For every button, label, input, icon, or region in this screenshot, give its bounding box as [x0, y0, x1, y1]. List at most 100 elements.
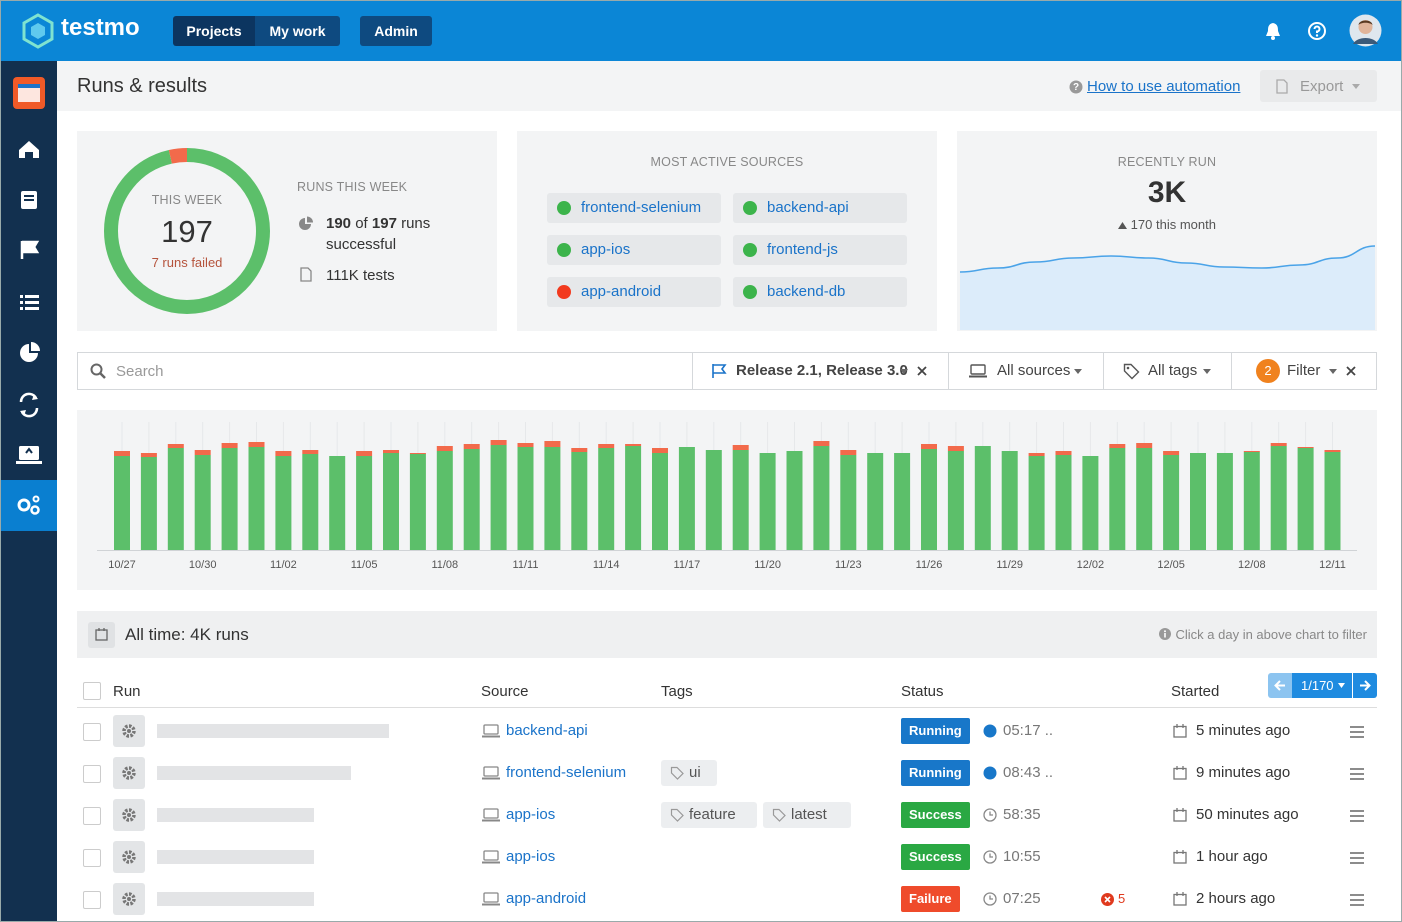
bar-segment — [1297, 447, 1314, 448]
bar-segment — [463, 449, 480, 550]
bar-segment — [167, 448, 184, 550]
nav-button[interactable]: Projects — [173, 16, 255, 46]
bar-segment — [114, 456, 130, 550]
page-label: 1/170 — [1301, 678, 1334, 693]
source-pill[interactable]: backend-api — [733, 193, 907, 223]
duration: 05:17 .. — [1003, 722, 1054, 739]
source-link[interactable]: app-ios — [506, 848, 556, 865]
row-checkbox[interactable] — [83, 807, 101, 825]
source-pill[interactable]: frontend-js — [733, 235, 907, 265]
source-name: backend-db — [767, 283, 846, 300]
row-menu[interactable] — [1350, 893, 1364, 906]
source-link[interactable]: app-ios — [506, 806, 556, 823]
bar-segment — [947, 446, 964, 451]
export-button[interactable]: Export — [1260, 70, 1377, 102]
help-link[interactable]: How to use automation — [1087, 78, 1241, 95]
logo-icon — [22, 13, 54, 49]
tags-filter[interactable]: All tags — [1103, 352, 1232, 390]
tag-pill: latest — [763, 802, 851, 828]
row-menu[interactable] — [1350, 725, 1364, 738]
more-filter[interactable]: 2 Filter — [1231, 352, 1377, 390]
row-menu[interactable] — [1350, 851, 1364, 864]
bar-segment — [625, 446, 642, 550]
avatar[interactable] — [1349, 14, 1382, 47]
caret — [1329, 369, 1337, 374]
tag-pill: ui — [661, 760, 717, 786]
bar-segment — [221, 443, 238, 448]
source-link[interactable]: frontend-selenium — [506, 764, 627, 781]
bar-segment — [571, 448, 588, 452]
bar-segment — [705, 450, 722, 550]
row-menu[interactable] — [1350, 767, 1364, 780]
source-pill[interactable]: app-ios — [547, 235, 721, 265]
source-icon-svg — [482, 808, 500, 822]
chart-panel — [77, 410, 1377, 590]
calendar-icon — [1173, 766, 1187, 780]
bar-segment — [275, 456, 292, 550]
bar-segment — [1028, 456, 1045, 550]
prev-page[interactable] — [1268, 673, 1292, 698]
row-checkbox[interactable] — [83, 849, 101, 867]
bar-segment — [544, 447, 561, 550]
bar-segment — [652, 453, 668, 550]
header-rule — [77, 707, 1377, 708]
help-icon[interactable] — [1307, 21, 1327, 41]
source-icon — [482, 850, 500, 864]
clock-icon — [983, 808, 997, 822]
nav-button[interactable]: My work — [255, 16, 340, 46]
select-all[interactable] — [83, 682, 101, 700]
row-menu[interactable] — [1350, 809, 1364, 822]
search-input[interactable]: Search — [116, 363, 164, 380]
row-checkbox[interactable] — [83, 891, 101, 909]
bar-segment — [894, 453, 911, 550]
nav-button[interactable]: Admin — [360, 16, 432, 46]
run-icon — [113, 841, 145, 873]
x-tick-label: 11/20 — [754, 559, 781, 571]
clear-icon[interactable] — [1346, 366, 1356, 376]
tag-icon — [670, 808, 684, 822]
error-x — [1101, 893, 1114, 906]
clear-icon[interactable] — [917, 366, 927, 376]
source-link[interactable]: app-android — [506, 890, 587, 907]
started: 9 minutes ago — [1196, 764, 1291, 781]
calendar-button[interactable] — [88, 622, 115, 648]
run-icon — [113, 757, 145, 789]
calendar-icon — [95, 628, 108, 641]
bar-chart: 10/27 10/30 11/02 11/05 11/08 11/11 11/14 11/17… — [97, 422, 1357, 571]
bar-segment — [1297, 448, 1314, 550]
page-select[interactable]: 1/170 — [1292, 673, 1352, 698]
bar-segment — [436, 446, 453, 451]
file-icon — [300, 267, 312, 282]
row-checkbox[interactable] — [83, 723, 101, 741]
bar-segment — [1055, 451, 1072, 455]
source-pill[interactable]: app-android — [547, 277, 721, 307]
recent-value: 3K — [1147, 176, 1187, 209]
run-name-placeholder — [157, 766, 351, 780]
calendar-icon — [1173, 808, 1187, 822]
release-filter[interactable]: Release 2.1, Release 3.0 — [692, 352, 949, 390]
bar-segment — [974, 446, 991, 550]
filter-label: Filter — [1287, 362, 1321, 379]
bell-icon[interactable] — [1263, 21, 1283, 41]
duration: 08:43 .. — [1003, 764, 1054, 781]
chart-hint-text: Click a day in above chart to filter — [1175, 627, 1367, 642]
source-link[interactable]: backend-api — [506, 722, 588, 739]
run-name-placeholder — [157, 850, 314, 864]
recent-change-text: 170 this month — [1130, 217, 1216, 232]
of: of — [355, 215, 368, 232]
source-pill[interactable]: backend-db — [733, 277, 907, 307]
sources-filter[interactable]: All sources — [948, 352, 1104, 390]
bar-segment — [840, 450, 857, 455]
gear-icon — [122, 808, 136, 822]
status-badge: Failure — [901, 886, 960, 912]
row-checkbox[interactable] — [83, 765, 101, 783]
bar-segment — [1136, 443, 1153, 448]
bar-segment — [813, 446, 830, 550]
next-page[interactable] — [1353, 673, 1377, 698]
source-pill[interactable]: frontend-selenium — [547, 193, 721, 223]
tag-icon — [772, 808, 786, 822]
bar-segment — [732, 445, 749, 450]
bar-segment — [356, 456, 373, 550]
tag-label: feature — [689, 806, 736, 823]
run-name-placeholder — [157, 808, 314, 822]
